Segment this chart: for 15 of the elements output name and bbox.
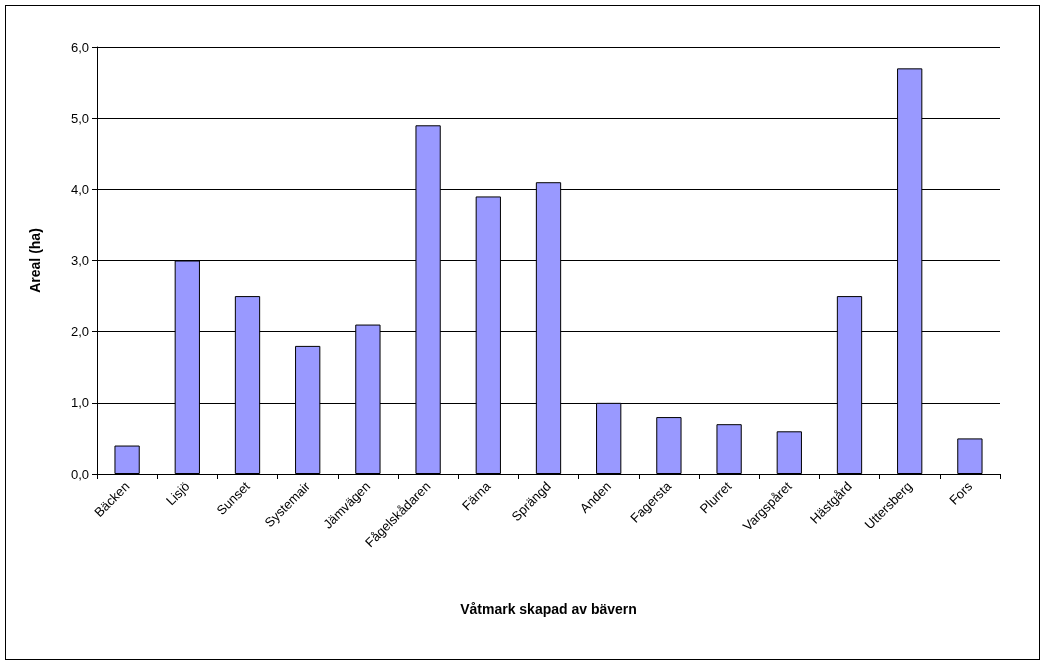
x-tick-label: Fors <box>946 478 976 508</box>
y-tick-label: 4,0 <box>70 181 89 197</box>
bar <box>656 417 682 474</box>
y-tick-label: 6,0 <box>70 39 89 55</box>
y-axis-title: Areal (ha) <box>27 228 43 293</box>
bar <box>776 431 802 474</box>
y-tick-label: 1,0 <box>70 395 89 411</box>
bar <box>716 424 742 474</box>
y-tick-label: 3,0 <box>70 253 89 268</box>
y-tick-label: 5,0 <box>70 110 89 126</box>
y-tick-label: 2,0 <box>70 324 89 340</box>
bar <box>957 438 983 474</box>
x-axis-title: Våtmark skapad av bävern <box>460 601 637 617</box>
bar <box>114 445 140 474</box>
y-tick-label: 0,0 <box>70 466 89 482</box>
